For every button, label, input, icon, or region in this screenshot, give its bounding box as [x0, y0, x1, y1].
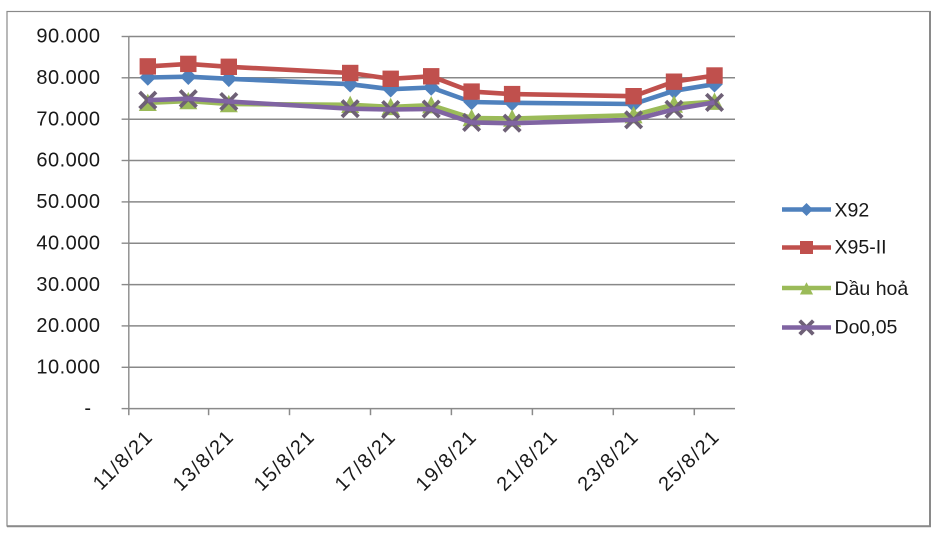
svg-text:-: -: [84, 398, 91, 420]
svg-text:40.000: 40.000: [36, 232, 100, 254]
svg-text:30.000: 30.000: [36, 274, 100, 296]
svg-text:90.000: 90.000: [36, 26, 100, 48]
svg-text:13/8/21: 13/8/21: [169, 426, 239, 496]
svg-text:17/8/21: 17/8/21: [331, 426, 401, 496]
svg-text:X95-II: X95-II: [835, 237, 887, 259]
svg-text:70.000: 70.000: [36, 108, 100, 130]
svg-text:20.000: 20.000: [36, 315, 100, 337]
svg-text:60.000: 60.000: [36, 150, 100, 172]
svg-text:21/8/21: 21/8/21: [493, 426, 563, 496]
svg-text:19/8/21: 19/8/21: [412, 426, 482, 496]
svg-text:Dầu hoả: Dầu hoả: [835, 278, 909, 300]
svg-text:X92: X92: [835, 200, 870, 222]
svg-text:80.000: 80.000: [36, 67, 100, 89]
svg-text:23/8/21: 23/8/21: [574, 426, 644, 496]
svg-text:15/8/21: 15/8/21: [250, 426, 320, 496]
svg-text:11/8/21: 11/8/21: [89, 426, 158, 495]
svg-text:10.000: 10.000: [36, 357, 100, 379]
svg-text:25/8/21: 25/8/21: [655, 426, 725, 496]
svg-text:50.000: 50.000: [36, 191, 100, 213]
svg-text:Do0,05: Do0,05: [835, 317, 898, 339]
